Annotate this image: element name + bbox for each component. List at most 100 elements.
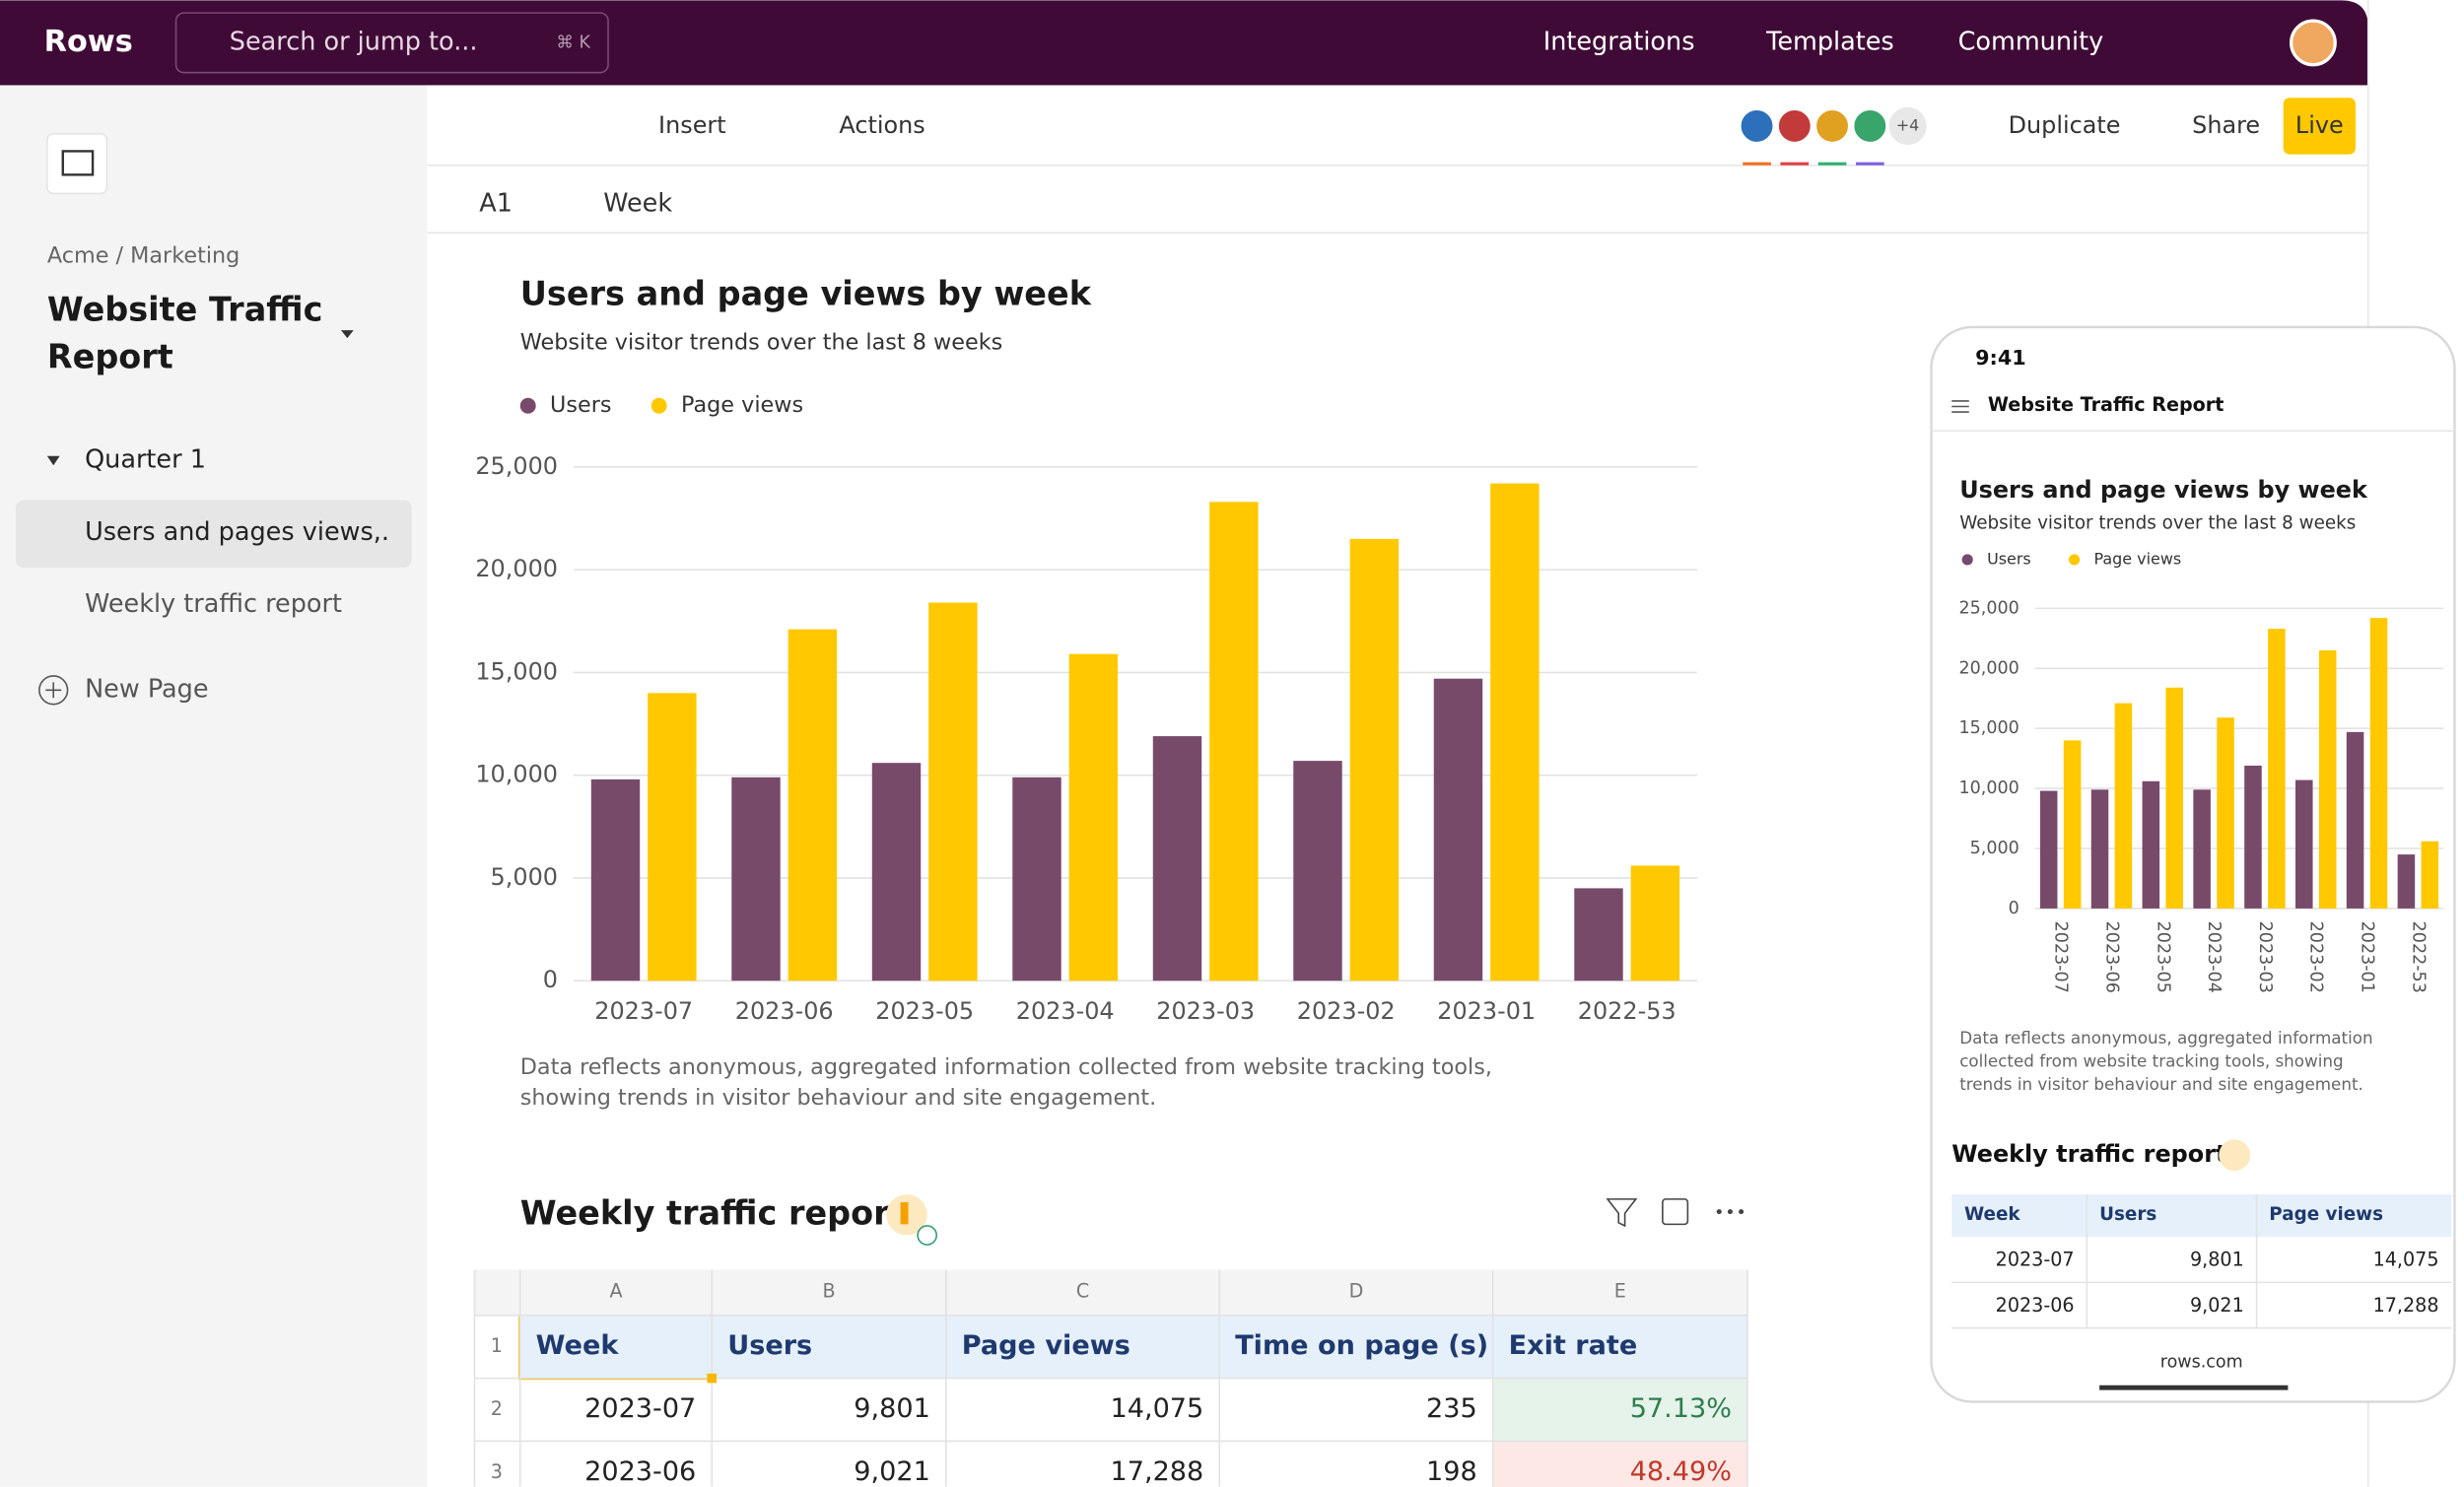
y-tick-label: 15,000 <box>1958 718 2019 738</box>
chart-title: Users and page views by week <box>520 275 1092 313</box>
column-letter: B <box>822 1279 835 1302</box>
caret <box>46 455 60 466</box>
x-tick-label: 2023-03 <box>1156 997 1255 1025</box>
edit-icon[interactable] <box>1662 1198 1689 1226</box>
collaborator <box>1775 106 1814 146</box>
nav-link[interactable]: Community <box>1958 27 2104 56</box>
bar <box>2193 789 2211 909</box>
x-tick-label: 2023-07 <box>594 997 693 1025</box>
bar <box>2369 618 2388 909</box>
cell: 198 <box>1426 1456 1477 1487</box>
cell: 14,075 <box>1110 1393 1203 1424</box>
chart-subtitle: Website visitor trends over the last 8 w… <box>1959 512 2356 533</box>
share[interactable]: Share <box>2192 111 2260 139</box>
section[interactable]: Quarter 1 <box>85 445 206 475</box>
mobile-cell: 2023-07 <box>1996 1249 2075 1271</box>
breadcrumb: Acme / Marketing <box>47 243 240 269</box>
more-dot <box>1727 1209 1733 1215</box>
bar <box>2268 629 2286 909</box>
x-tick-label: 2023-06 <box>735 997 834 1025</box>
cell: 17,288 <box>1110 1456 1203 1487</box>
bar <box>2142 780 2160 909</box>
filter-icon[interactable] <box>1606 1198 1638 1228</box>
content: Rows Search or jump to... ⌘ K Integrations T… <box>44 25 2452 1487</box>
plus-icon[interactable] <box>38 675 69 706</box>
insert[interactable]: Insert <box>658 111 726 139</box>
menu-icon[interactable] <box>1951 400 1969 413</box>
x-tick-label: 2023-05 <box>875 997 974 1025</box>
page-link[interactable]: Weekly traffic report <box>85 589 342 619</box>
row-number: 1 <box>491 1334 503 1357</box>
nav-link[interactable]: Integrations <box>1543 27 1695 56</box>
url: rows.com <box>2160 1353 2243 1373</box>
bar <box>2114 703 2133 909</box>
bar <box>1574 888 1623 981</box>
header-cell: Users <box>727 1330 812 1361</box>
y-tick-label: 25,000 <box>475 452 558 480</box>
new-page[interactable]: New Page <box>85 674 208 704</box>
mobile-cell: 17,288 <box>2373 1294 2439 1317</box>
collaborator <box>1813 106 1852 146</box>
x-tick-label: 2023-01 <box>1437 997 1536 1025</box>
chart-caption: Data reflects anonymous, aggregated info… <box>1959 1028 2372 1094</box>
bar <box>1152 736 1202 981</box>
mobile-table-title: Weekly traffic report <box>1951 1140 2226 1168</box>
x-tick-label: 2022-53 <box>1578 997 1677 1025</box>
doc-icon <box>46 133 108 195</box>
x-tick-label: 2023-05 <box>2153 921 2172 993</box>
col-header-bg <box>474 1269 1747 1316</box>
y-tick-label: 5,000 <box>1970 839 2019 858</box>
exit-cell-bg <box>1492 1378 1747 1442</box>
bar <box>1490 483 1540 981</box>
more-collaborators-bg <box>1888 106 1927 146</box>
y-tick-label: 0 <box>543 966 558 993</box>
y-tick-label: 10,000 <box>1958 778 2019 798</box>
y-tick-label: 10,000 <box>475 761 558 788</box>
nav-link[interactable]: Templates <box>1765 27 1894 56</box>
bar <box>1012 777 1061 981</box>
cell: 9,021 <box>854 1456 930 1487</box>
bar <box>2421 841 2439 909</box>
sync-icon <box>917 1225 938 1246</box>
bar <box>590 778 641 981</box>
legend-label: Page views <box>681 392 803 418</box>
bar <box>2165 687 2184 909</box>
collaborator <box>1738 106 1776 146</box>
actions[interactable]: Actions <box>839 111 924 139</box>
y-tick-label: 5,000 <box>491 863 558 891</box>
x-tick-label: 2023-02 <box>2306 921 2326 993</box>
live-button[interactable] <box>2283 98 2356 155</box>
bar <box>1349 538 1400 981</box>
mobile-cell: 9,021 <box>2190 1294 2244 1317</box>
bar <box>871 763 922 981</box>
mobile-header-cell: Page views <box>2269 1204 2383 1225</box>
avatar[interactable] <box>2290 19 2337 67</box>
legend-swatch <box>2069 554 2081 566</box>
search-box[interactable] <box>174 12 609 74</box>
sidebar <box>0 85 428 1487</box>
header-cell: Time on page (s) <box>1235 1330 1488 1361</box>
mobile-cell: 2023-06 <box>1996 1294 2075 1317</box>
legend-swatch <box>519 397 536 414</box>
duplicate[interactable]: Duplicate <box>2009 111 2121 139</box>
mobile-cell: 14,075 <box>2373 1249 2439 1271</box>
cell: 2023-06 <box>584 1456 696 1487</box>
bar <box>2295 779 2313 909</box>
active-page[interactable] <box>15 500 412 568</box>
header-cell: Week <box>536 1330 620 1361</box>
legend-label: Users <box>550 392 611 418</box>
bar <box>2318 650 2337 909</box>
search-placeholder: Search or jump to... <box>230 27 478 56</box>
shortcut: ⌘ K <box>556 33 590 52</box>
x-tick-label: 2022-53 <box>2408 921 2428 993</box>
page-link[interactable]: Users and pages views,. <box>85 517 389 547</box>
live: Live <box>2295 111 2344 139</box>
bar <box>1209 502 1259 981</box>
mobile-header-cell: Users <box>2099 1204 2156 1225</box>
more-collaborators: +4 <box>1896 115 1920 134</box>
legend-swatch <box>650 397 667 414</box>
cell: 2023-07 <box>584 1393 696 1424</box>
bar <box>2397 854 2416 909</box>
bar <box>731 777 781 981</box>
bar <box>1068 653 1119 981</box>
